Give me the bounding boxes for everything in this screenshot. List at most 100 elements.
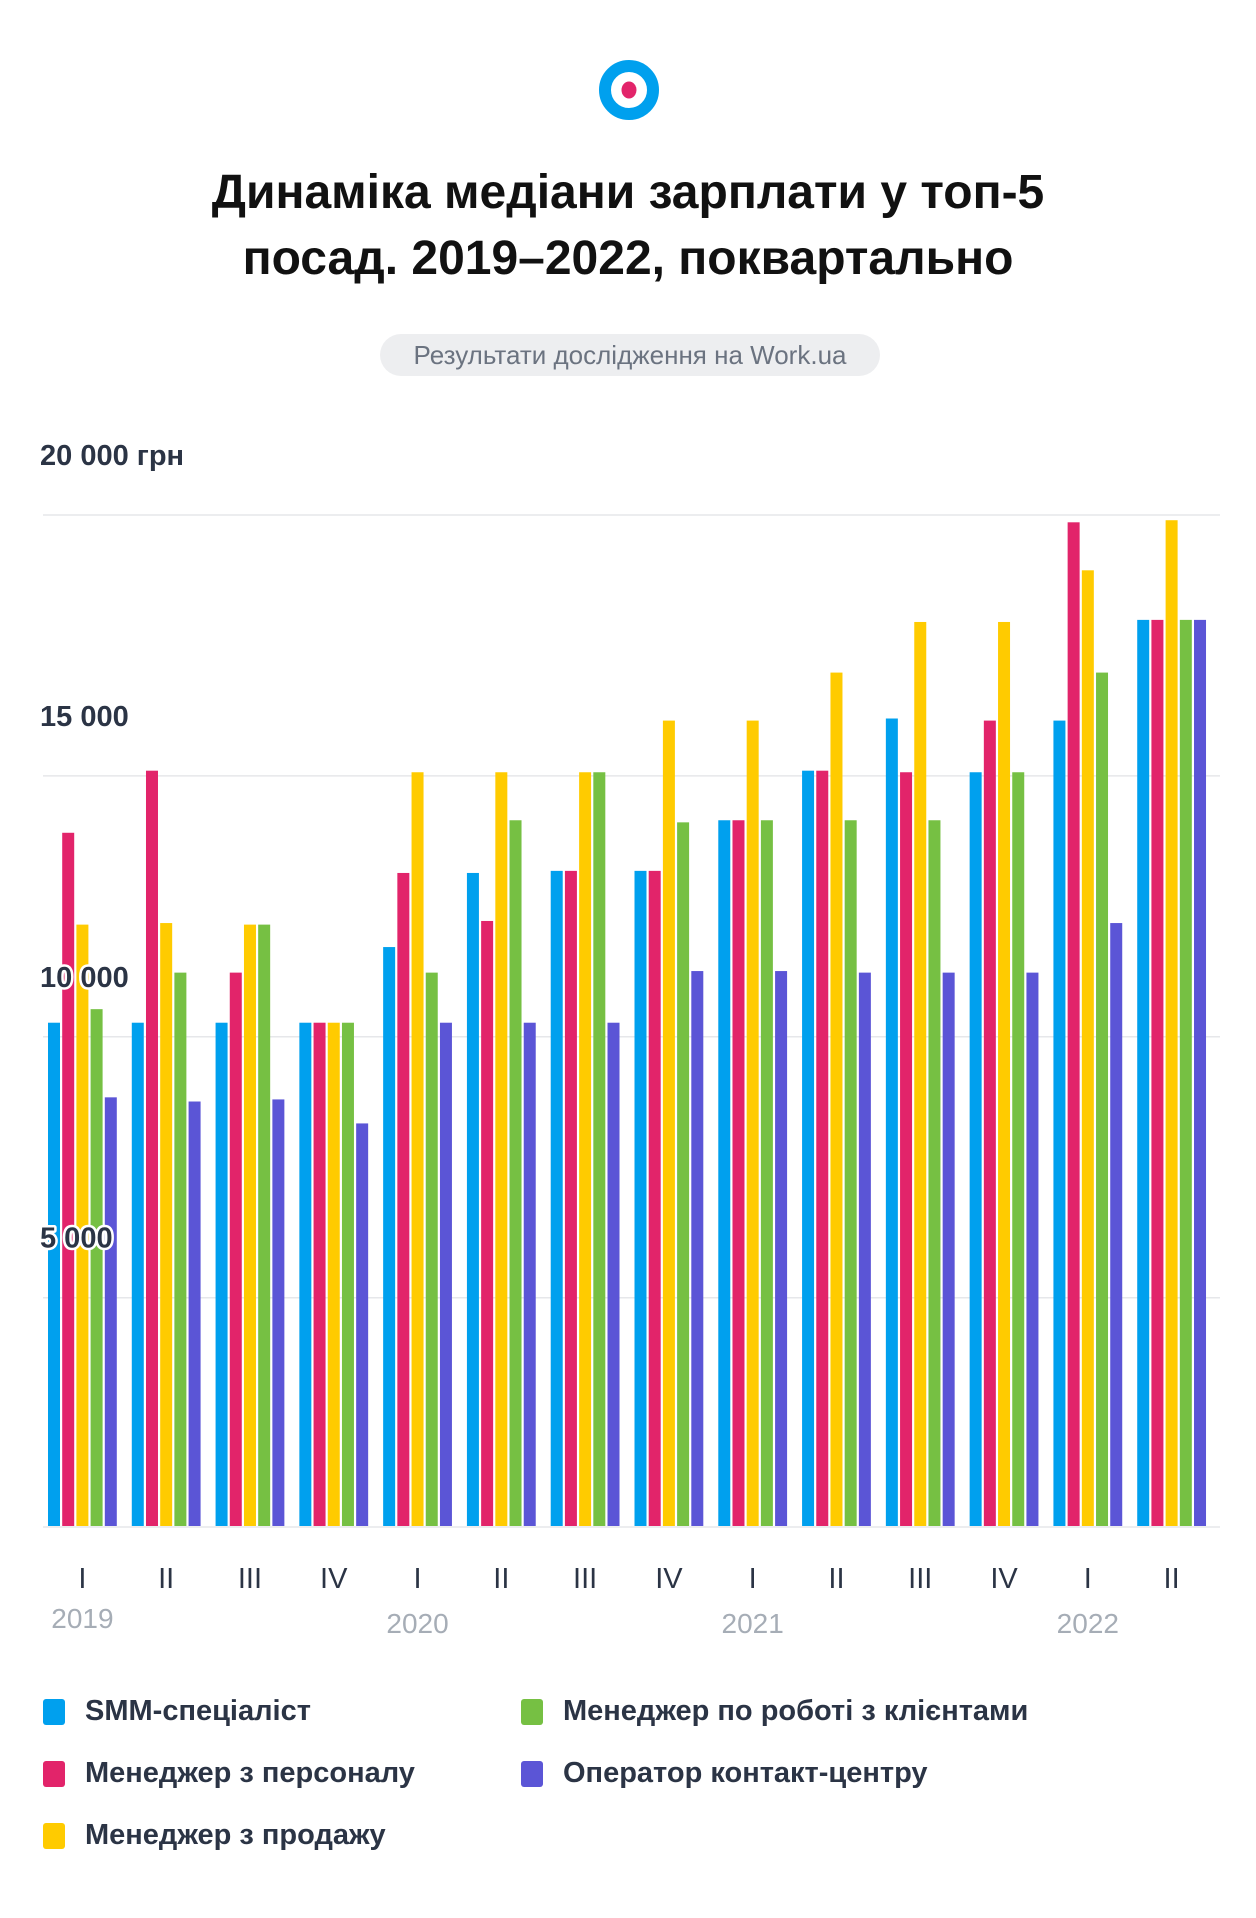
- x-tick-label: II: [828, 1563, 844, 1595]
- bar: [1194, 619, 1207, 1526]
- bar: [677, 822, 690, 1526]
- x-tick-label: IV: [655, 1563, 683, 1595]
- bar: [356, 1123, 369, 1526]
- bar: [1179, 619, 1192, 1526]
- year-label: 2020: [386, 1608, 448, 1639]
- bar: [900, 772, 913, 1526]
- legend-label: Менеджер по роботі з клієнтами: [563, 1695, 1029, 1727]
- bar: [969, 772, 982, 1526]
- bar: [760, 820, 773, 1526]
- x-tick-label: III: [238, 1563, 262, 1595]
- bar: [243, 924, 256, 1526]
- bar: [466, 872, 479, 1526]
- chart-title: Динаміка медіани зарплати у топ-5 посад.…: [0, 160, 1256, 292]
- bar: [341, 1022, 354, 1526]
- bar: [634, 870, 647, 1526]
- bar: [258, 924, 271, 1526]
- bar: [1137, 619, 1150, 1526]
- bar: [383, 947, 396, 1526]
- legend-item: SMM-спеціаліст: [43, 1695, 311, 1728]
- title-line-2: посад. 2019–2022, поквартально: [242, 232, 1014, 285]
- bar: [691, 971, 704, 1526]
- bar: [858, 972, 871, 1526]
- bar: [1110, 923, 1123, 1526]
- x-tick-label: I: [414, 1563, 422, 1595]
- bar: [439, 1022, 452, 1526]
- x-tick-label: I: [749, 1563, 757, 1595]
- bar: [397, 872, 410, 1526]
- bar: [313, 1022, 326, 1526]
- bar: [648, 870, 661, 1526]
- bar: [104, 1097, 117, 1526]
- bar: [1096, 672, 1109, 1526]
- bar: [1067, 522, 1080, 1526]
- bar: [76, 924, 89, 1526]
- bar: [928, 820, 941, 1526]
- legend-swatch: [43, 1760, 65, 1787]
- bar: [830, 672, 843, 1526]
- title-line-1: Динаміка медіани зарплати у топ-5: [211, 166, 1045, 219]
- bar: [131, 1022, 144, 1526]
- bar: [299, 1022, 312, 1526]
- bar: [174, 972, 187, 1526]
- bar: [718, 820, 731, 1526]
- legend-swatch: [521, 1760, 543, 1787]
- bar: [732, 820, 745, 1526]
- bar: [942, 972, 955, 1526]
- legend-item: Менеджер по роботі з клієнтами: [521, 1695, 1028, 1728]
- x-tick-label: III: [908, 1563, 932, 1595]
- legend-label: Оператор контакт-центру: [563, 1757, 928, 1789]
- bar: [90, 1009, 103, 1526]
- bar: [495, 772, 508, 1526]
- bar: [802, 770, 815, 1526]
- legend-item: Менеджер з персоналу: [43, 1757, 415, 1790]
- year-label: 2019: [51, 1603, 113, 1634]
- bar: [746, 720, 759, 1526]
- bar: [593, 772, 606, 1526]
- bar: [998, 621, 1011, 1526]
- year-label: 2021: [722, 1608, 784, 1639]
- x-tick-label: II: [493, 1563, 509, 1595]
- year-label: 2022: [1057, 1608, 1119, 1639]
- legend-label: Менеджер з продажу: [85, 1819, 386, 1851]
- bar: [481, 920, 494, 1526]
- x-tick-label: I: [1084, 1563, 1092, 1595]
- legend-label: Менеджер з персоналу: [85, 1757, 415, 1789]
- bar: [775, 971, 788, 1526]
- bar: [885, 718, 898, 1526]
- y-tick-label: 20 000 грн: [40, 440, 184, 472]
- bar: [425, 972, 438, 1526]
- bar: [844, 820, 857, 1526]
- bar: [1151, 619, 1164, 1526]
- x-tick-label: II: [158, 1563, 174, 1595]
- bar: [607, 1022, 620, 1526]
- bar: [160, 923, 173, 1526]
- bar: [914, 621, 927, 1526]
- legend-swatch: [43, 1822, 65, 1849]
- bar: [272, 1099, 285, 1526]
- bar: [564, 870, 577, 1526]
- bar: [145, 770, 158, 1526]
- y-tick-label: 10 000: [40, 962, 129, 994]
- bar: [816, 770, 829, 1526]
- x-tick-label: III: [573, 1563, 597, 1595]
- bar: [662, 720, 675, 1526]
- x-tick-label: II: [1164, 1563, 1180, 1595]
- bar: [327, 1022, 340, 1526]
- work-ua-logo: [599, 60, 659, 120]
- x-tick-label: IV: [990, 1563, 1018, 1595]
- bar: [550, 870, 563, 1526]
- source-badge: Результати дослідження на Work.ua: [380, 334, 880, 376]
- legend-item: Оператор контакт-центру: [521, 1757, 928, 1790]
- bar: [62, 832, 75, 1526]
- x-tick-label: I: [78, 1563, 86, 1595]
- bar: [1165, 520, 1178, 1526]
- bar: [523, 1022, 536, 1526]
- bar: [1012, 772, 1025, 1526]
- bar: [579, 772, 592, 1526]
- bar: [983, 720, 996, 1526]
- bar: [48, 1022, 60, 1526]
- legend-label: SMM-спеціаліст: [85, 1695, 311, 1727]
- legend-swatch: [521, 1698, 543, 1725]
